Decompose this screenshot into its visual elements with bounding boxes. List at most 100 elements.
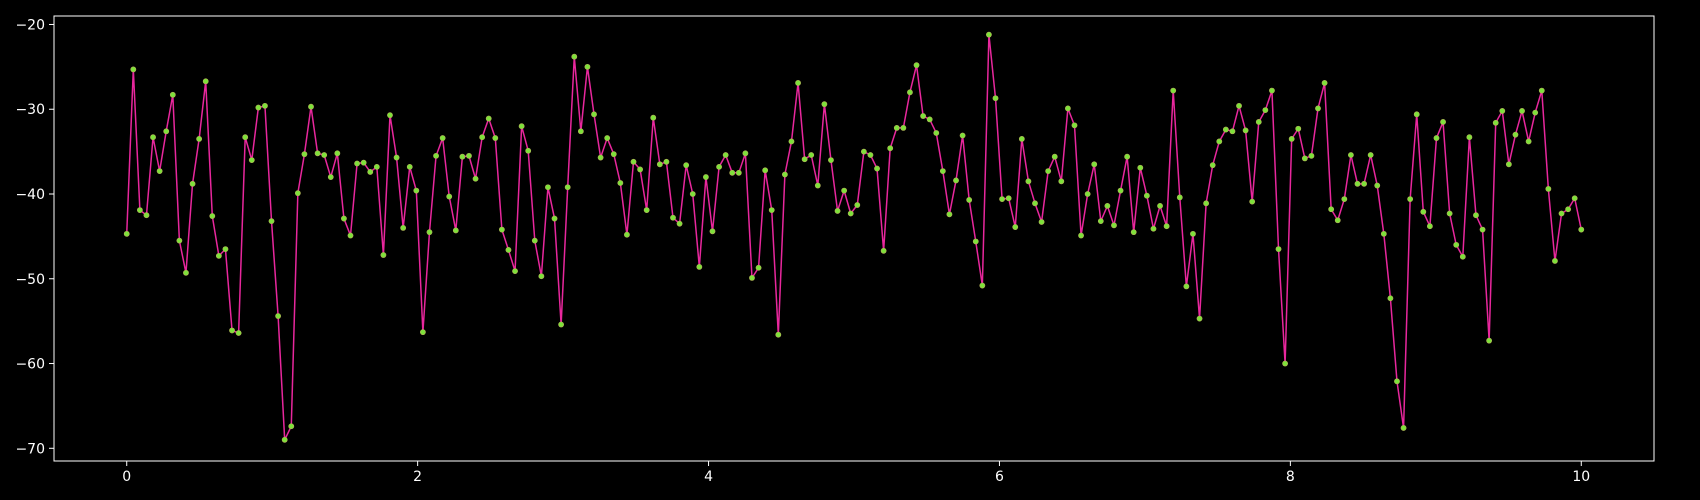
data-point: [347, 232, 354, 239]
data-point: [703, 174, 709, 180]
y-tick-label: −50: [15, 272, 45, 288]
data-point: [722, 152, 729, 158]
data-point: [545, 184, 551, 191]
data-point: [393, 154, 400, 161]
data-point: [683, 162, 690, 169]
data-point: [1374, 182, 1381, 189]
data-point: [1005, 195, 1012, 202]
data-point: [696, 263, 703, 270]
data-point: [380, 252, 387, 258]
data-point: [716, 163, 722, 170]
data-point: [1111, 222, 1117, 229]
y-tick-label: −30: [15, 102, 45, 118]
data-point: [676, 220, 683, 227]
y-tick-label: −20: [15, 17, 45, 33]
y-tick-label: −40: [15, 187, 45, 203]
data-point: [841, 187, 848, 194]
data-point: [294, 190, 301, 197]
data-point: [150, 134, 156, 141]
data-point: [538, 273, 545, 280]
data-point: [531, 237, 538, 244]
data-point: [1334, 217, 1341, 224]
data-point: [1473, 212, 1479, 219]
data-point: [624, 231, 630, 238]
data-point: [439, 135, 446, 141]
data-point: [1426, 223, 1433, 230]
data-point: [1163, 223, 1170, 230]
series-line: [125, 33, 1583, 441]
data-point: [367, 169, 374, 175]
data-point: [558, 321, 565, 328]
data-point: [1097, 218, 1104, 225]
data-point: [1545, 186, 1552, 192]
y-tick-label: −60: [15, 357, 45, 373]
data-point: [1222, 126, 1229, 133]
data-point: [1078, 232, 1084, 239]
data-point: [1394, 378, 1400, 385]
data-point: [1288, 135, 1295, 142]
data-point: [1275, 246, 1282, 252]
data-point: [202, 78, 209, 85]
data-point: [1058, 178, 1065, 185]
data-point: [604, 135, 611, 141]
data-point: [939, 168, 946, 175]
data-point: [1328, 206, 1335, 213]
data-point: [275, 313, 282, 319]
data-point: [913, 62, 920, 69]
data-point: [637, 166, 643, 173]
data-point: [1407, 196, 1414, 202]
data-point: [630, 158, 637, 165]
data-point: [426, 229, 433, 236]
data-point: [288, 423, 295, 430]
data-point: [551, 215, 558, 222]
data-point: [1525, 138, 1532, 145]
data-point: [1216, 138, 1223, 145]
data-point: [255, 104, 262, 111]
data-point: [1091, 161, 1098, 168]
data-point: [123, 230, 130, 237]
data-point: [472, 175, 479, 182]
data-point: [867, 152, 874, 158]
x-tick-label: 4: [704, 469, 713, 485]
data-point: [1466, 134, 1473, 141]
data-point: [1479, 226, 1486, 233]
data-point: [1117, 187, 1124, 194]
data-point: [1196, 315, 1203, 322]
data-point: [1301, 155, 1308, 162]
data-point: [189, 180, 196, 187]
y-tick-label: −70: [15, 441, 45, 457]
data-point: [446, 193, 453, 200]
data-point: [920, 113, 927, 119]
data-point: [617, 180, 624, 186]
data-point: [663, 158, 670, 165]
data-point: [1532, 109, 1539, 116]
data-point: [814, 182, 821, 189]
data-point: [656, 161, 663, 168]
data-point: [169, 91, 176, 98]
data-point: [821, 101, 828, 108]
data-point: [1229, 128, 1236, 135]
data-point: [1038, 219, 1045, 225]
data-point: [742, 150, 749, 157]
data-point: [584, 63, 591, 70]
data-point: [650, 114, 657, 121]
data-point: [308, 103, 314, 110]
data-point: [1262, 107, 1269, 113]
data-point: [1032, 200, 1038, 207]
data-point: [1565, 206, 1572, 213]
data-point: [768, 207, 775, 213]
data-point: [1512, 131, 1519, 138]
data-point: [887, 145, 894, 152]
data-point: [1012, 224, 1019, 230]
data-point: [966, 197, 973, 203]
data-point: [1209, 162, 1216, 169]
data-point: [801, 156, 808, 163]
data-point: [1341, 196, 1348, 202]
data-point: [1308, 152, 1315, 159]
data-point: [466, 152, 472, 159]
data-point: [1236, 102, 1242, 109]
data-point: [749, 275, 755, 281]
data-point: [242, 134, 249, 141]
data-point: [1315, 105, 1321, 112]
data-point: [1242, 127, 1249, 134]
